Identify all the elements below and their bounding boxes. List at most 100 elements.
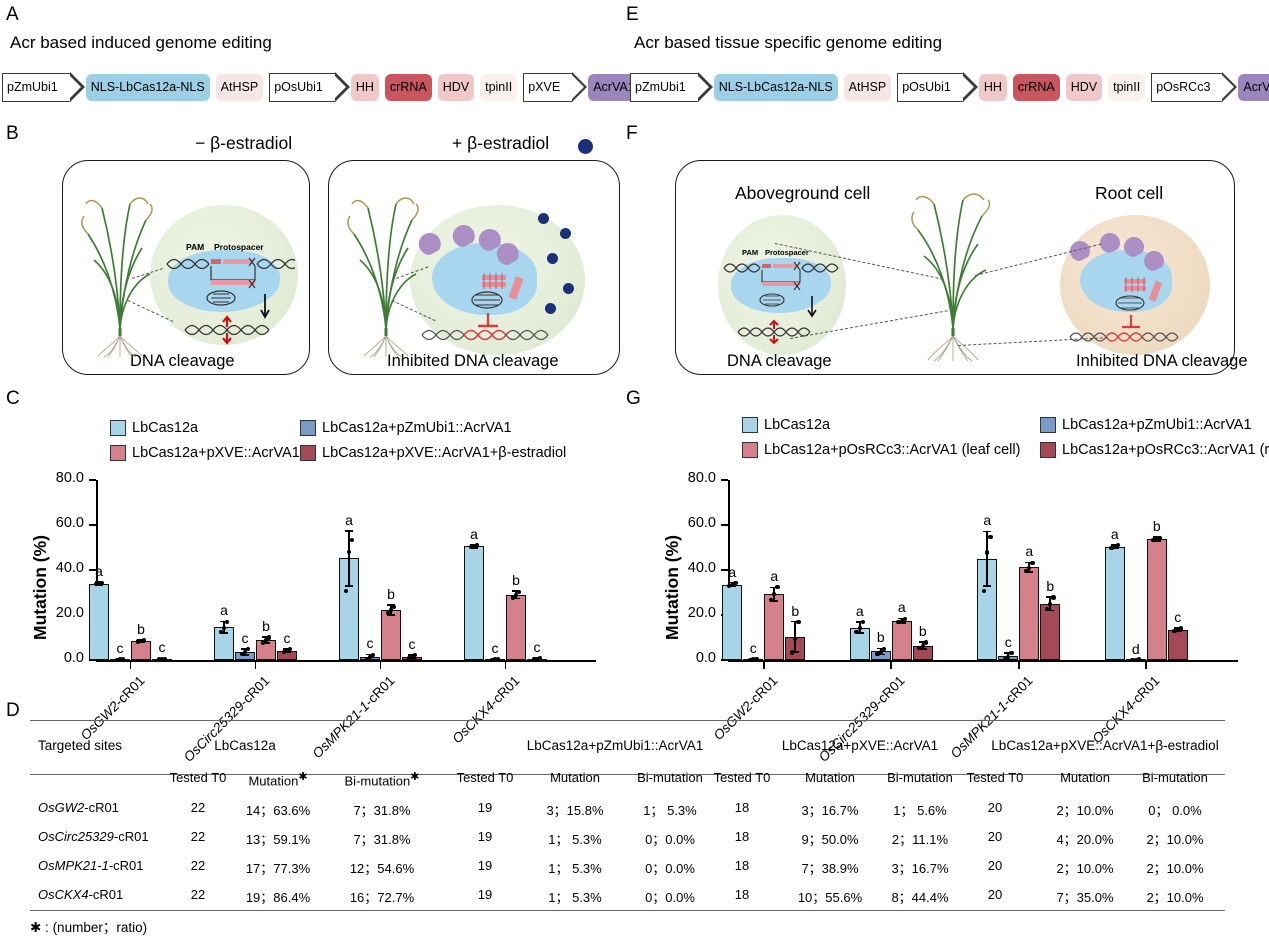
bar-osgw2-cr01-s3[interactable]: [131, 640, 151, 660]
error-bar-cap: [983, 530, 992, 533]
table-cell: 17；77.3%: [245, 861, 311, 876]
table-group-header-4: LbCas12a+pXVE::AcrVA1+β-estradiol: [991, 738, 1219, 753]
error-bar-cap: [387, 604, 395, 606]
bar-osckx4-cr01-s4[interactable]: [1167, 629, 1188, 660]
bar-osmpk21-1-cr01-s4[interactable]: [1040, 603, 1061, 660]
error-bar-cap: [262, 636, 270, 639]
table-cell: 1； 5.3%: [643, 803, 697, 818]
bar-osmpk21-1-cr01-s3[interactable]: [1019, 567, 1040, 660]
significance-letter: a: [220, 602, 228, 619]
data-point: [772, 592, 777, 597]
significance-letter: d: [1131, 640, 1140, 657]
bar-oscirc25329-cr01-s3[interactable]: [891, 620, 912, 660]
bar-osgw2-cr01-s3[interactable]: [764, 594, 785, 660]
panel-letter-a: A: [6, 4, 19, 25]
bar-osckx4-cr01-s3[interactable]: [1146, 538, 1167, 660]
data-point: [531, 657, 536, 662]
table-row-site: OsMPK21-1-cR01: [38, 858, 144, 873]
bar-osckx4-cr01-s1[interactable]: [464, 546, 484, 660]
significance-letter: a: [897, 599, 906, 616]
error-bar-cap: [897, 622, 906, 624]
pam-label-b-left: PAM: [186, 242, 205, 252]
data-point: [881, 646, 887, 651]
data-point: [854, 630, 859, 635]
legend-item-3[interactable]: LbCas12a+pXVE::AcrVA1: [110, 445, 300, 461]
y-tick-label: 40.0: [55, 560, 84, 576]
legend-item-4[interactable]: LbCas12a+pOsRCc3::AcrVA1 (root cell): [1040, 442, 1269, 458]
table-cell: 22: [190, 858, 206, 873]
table-cell: 7；31.8%: [353, 803, 411, 818]
y-tick-label: 60.0: [55, 515, 84, 531]
legend-item-2[interactable]: LbCas12a+pZmUbi1::AcrVA1: [300, 420, 512, 436]
significance-letter: b: [387, 585, 395, 602]
y-tick-label: 80.0: [55, 470, 84, 486]
table-cell: 19: [477, 858, 493, 873]
y-tick-label: 40.0: [687, 560, 716, 576]
data-point: [796, 619, 801, 624]
table-cell: 22: [190, 800, 206, 815]
panel-f-right-heading: Root cell: [1095, 183, 1164, 203]
x-tick-mark: [1145, 661, 1148, 669]
data-point: [406, 655, 411, 660]
table-subheader: Tested T0: [966, 770, 1024, 785]
panel-f-left-caption: DNA cleavage: [727, 352, 832, 370]
data-point: [242, 650, 248, 655]
legend-item-2[interactable]: LbCas12a+pZmUbi1::AcrVA1: [1040, 417, 1252, 433]
x-label-suffix: -cR01: [486, 673, 523, 710]
construct-element-tpinii: tpinII: [1108, 73, 1146, 101]
significance-letter: c: [491, 640, 499, 657]
construct-element-label: HDV: [442, 79, 470, 94]
table-cell: 22: [190, 829, 206, 844]
data-point: [1109, 545, 1114, 551]
legend-item-4[interactable]: LbCas12a+pXVE::AcrVA1+β-estradiol: [300, 445, 566, 461]
table-cell: 20: [987, 800, 1003, 815]
x-label-suffix: -cR01: [744, 673, 781, 710]
bar-osmpk21-1-cr01-s3[interactable]: [381, 609, 401, 660]
data-point: [496, 657, 501, 662]
bar-osckx4-cr01-s1[interactable]: [1104, 546, 1125, 660]
table-cell: 9；50.0%: [801, 832, 859, 847]
construct-a-title: Acr based induced genome editing: [10, 33, 272, 52]
data-point: [1044, 607, 1050, 612]
table-row-site: OsCirc25329-cR01: [38, 829, 149, 844]
construct-element-label: tpinII: [1113, 79, 1141, 94]
construct-element-label: NLS-LbCas12a-NLS: [718, 79, 833, 94]
bar-osgw2-cr01-s1[interactable]: [722, 584, 743, 660]
error-bar-cap: [241, 654, 249, 656]
data-point: [489, 657, 494, 662]
data-point: [1006, 654, 1011, 659]
data-point: [281, 650, 286, 655]
significance-letter: a: [770, 568, 779, 585]
significance-letter: a: [1025, 543, 1034, 560]
promoter-arrow-pzmubi1: pZmUbi1: [630, 72, 713, 103]
table-subheader: Tested T0: [713, 770, 771, 785]
significance-letter: a: [95, 562, 103, 579]
data-point: [981, 588, 987, 593]
data-point: [367, 655, 373, 660]
error-bar-cap: [1046, 609, 1055, 612]
protospacer-label-b-left: Protospacer: [214, 242, 264, 252]
bar-osckx4-cr01-s3[interactable]: [506, 594, 526, 660]
panel-letter-b: B: [6, 123, 19, 144]
legend-item-3[interactable]: LbCas12a+pOsRCc3::AcrVA1 (leaf cell): [742, 442, 1020, 458]
construct-element-label: pZmUbi1: [7, 80, 58, 94]
legend-item-1[interactable]: LbCas12a: [742, 417, 830, 433]
table-row-site: OsCKX4-cR01: [38, 887, 123, 902]
panel-f-right-caption: Inhibited DNA cleavage: [1076, 352, 1248, 370]
site-suffix: -cR01: [108, 858, 144, 873]
legend-item-1[interactable]: LbCas12a: [110, 420, 198, 436]
x-tick-mark: [254, 661, 257, 669]
construct-element-athsp: AtHSP: [843, 73, 892, 101]
table-subheader: Tested T0: [456, 770, 514, 785]
error-bar-cap: [387, 613, 395, 616]
x-label-suffix: -cR01: [361, 673, 398, 710]
y-tick-label: 20.0: [55, 605, 84, 621]
data-point: [117, 657, 123, 662]
significance-letter: c: [158, 639, 166, 656]
bar-osgw2-cr01-s1[interactable]: [89, 583, 109, 660]
error-bar-cap: [366, 658, 374, 661]
y-tick-mark: [89, 569, 96, 571]
table-footnote: ✱ : (number；ratio): [30, 920, 148, 935]
construct-e-title: Acr based tissue specific genome editing: [634, 33, 943, 52]
table-subheader: Bi-mutation✱: [344, 771, 420, 789]
